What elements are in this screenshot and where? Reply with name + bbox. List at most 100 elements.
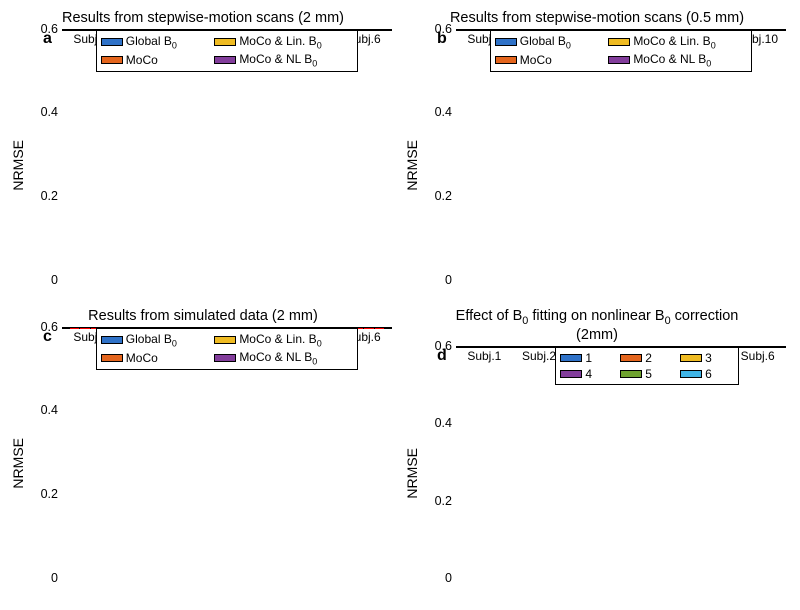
y-tick-label: 0.4	[41, 105, 58, 119]
legend-item: MoCo & NL B0	[214, 350, 353, 366]
panel-c: Results from simulated data (2 mm) NRMSE 0…	[8, 308, 398, 600]
legend-label: 4	[585, 367, 592, 381]
legend-item: 2	[620, 351, 674, 365]
plot-wrapper: 00.20.40.6Subj.5Subj.6Subj.7Subj.8Subj.9…	[456, 29, 786, 280]
x-tick-label: Subj.1	[467, 349, 501, 363]
legend-item: 6	[680, 367, 734, 381]
y-axis-label: NRMSE	[8, 438, 28, 489]
legend-swatch	[101, 56, 123, 64]
legend-swatch	[680, 370, 702, 378]
y-tick-label: 0.2	[41, 487, 58, 501]
panel-letter: d	[437, 347, 447, 365]
legend-swatch	[214, 38, 236, 46]
legend-label: MoCo & NL B0	[239, 350, 317, 366]
chart-area: NRMSE00.20.40.6Subj.1Subj.2Subj.3Subj.4S…	[402, 346, 792, 600]
legend-item: Global B0	[101, 34, 209, 50]
legend-item: MoCo	[101, 52, 209, 68]
legend-swatch	[560, 370, 582, 378]
plot-box: Subj.5Subj.6Subj.7Subj.8Subj.9Subj.10Glo…	[456, 29, 786, 31]
x-tick-label: Subj.6	[741, 349, 775, 363]
legend-item: MoCo & NL B0	[608, 52, 747, 68]
plot-box: Subj.1Subj.2Subj.3Subj.4Subj.5Subj.6Glob…	[62, 327, 392, 329]
chart-area: NRMSE 00.20.40.6Subj.5Subj.6Subj.7Subj.8S…	[402, 29, 792, 302]
legend-swatch	[101, 354, 123, 362]
panel-a: Results from stepwise-motion scans (2 mm…	[8, 10, 398, 302]
y-tick-label: 0.4	[435, 416, 452, 430]
legend-item: 5	[620, 367, 674, 381]
legend-item: MoCo & Lin. B0	[214, 332, 353, 348]
legend-item: MoCo & NL B0	[214, 52, 353, 68]
panel-title: Results from stepwise-motion scans (2 mm…	[8, 10, 398, 27]
legend-item: Global B0	[495, 34, 603, 50]
y-axis-label: NRMSE	[402, 448, 422, 499]
legend-swatch	[214, 336, 236, 344]
legend-item: MoCo	[101, 350, 209, 366]
legend-item: 4	[560, 367, 614, 381]
legend-item: 3	[680, 351, 734, 365]
plot-box: Subj.1Subj.2Subj.3Subj.4Subj.5Subj.61234…	[456, 346, 786, 348]
chart-area: NRMSE 00.20.40.6Subj.1Subj.2Subj.3Subj.4S…	[8, 327, 398, 600]
legend-label: Global B0	[126, 332, 177, 348]
legend-swatch	[560, 354, 582, 362]
panel-b: Results from stepwise-motion scans (0.5 …	[402, 10, 792, 302]
legend-label: 6	[705, 367, 712, 381]
panel-letter: b	[437, 30, 447, 48]
legend-label: MoCo & Lin. B0	[239, 34, 321, 50]
plot-wrapper: 00.20.40.6Subj.1Subj.2Subj.3Subj.4Subj.5…	[456, 346, 786, 578]
legend-label: MoCo & Lin. B0	[239, 332, 321, 348]
y-tick-label: 0	[445, 273, 452, 287]
legend-label: MoCo	[126, 53, 158, 67]
legend-label: MoCo & NL B0	[239, 52, 317, 68]
y-tick-label: 0	[51, 273, 58, 287]
legend-label: 2	[645, 351, 652, 365]
legend: Global B0 MoCo & Lin. B0 MoCo MoCo & NL B0	[96, 328, 358, 371]
legend-item: MoCo & Lin. B0	[608, 34, 747, 50]
legend-swatch	[495, 38, 517, 46]
legend: Global B0 MoCo & Lin. B0 MoCo MoCo & NL B0	[490, 30, 752, 73]
legend-label: MoCo	[520, 53, 552, 67]
legend-label: MoCo	[126, 351, 158, 365]
y-tick-label: 0	[445, 571, 452, 585]
legend-swatch	[620, 370, 642, 378]
legend-swatch	[620, 354, 642, 362]
y-tick-label: 0.4	[435, 105, 452, 119]
y-axis-label: NRMSE	[402, 140, 422, 191]
plot-wrapper: 00.20.40.6Subj.1Subj.2Subj.3Subj.4Subj.5…	[62, 327, 392, 578]
legend-label: Global B0	[520, 34, 571, 50]
legend-item: MoCo & Lin. B0	[214, 34, 353, 50]
panel-letter: c	[43, 328, 52, 346]
legend-swatch	[214, 56, 236, 64]
figure-grid: Results from stepwise-motion scans (2 mm…	[0, 10, 800, 600]
plot-box: Subj.1Subj.2Subj.3Subj.4Subj.5Subj.6Glob…	[62, 29, 392, 31]
legend-swatch	[101, 336, 123, 344]
legend-label: MoCo & NL B0	[633, 52, 711, 68]
panel-letter: a	[43, 30, 52, 48]
legend-label: 1	[585, 351, 592, 365]
legend-swatch	[214, 354, 236, 362]
legend-swatch	[101, 38, 123, 46]
legend-item: 1	[560, 351, 614, 365]
legend-swatch	[495, 56, 517, 64]
y-tick-label: 0.2	[435, 494, 452, 508]
y-axis-label: NRMSE	[8, 140, 28, 191]
y-tick-label: 0.2	[41, 189, 58, 203]
legend-label: MoCo & Lin. B0	[633, 34, 715, 50]
panel-title: Results from stepwise-motion scans (0.5 …	[402, 10, 792, 27]
legend-item: MoCo	[495, 52, 603, 68]
legend-item: Global B0	[101, 332, 209, 348]
legend-swatch	[608, 38, 630, 46]
y-tick-label: 0.2	[435, 189, 452, 203]
legend-swatch	[608, 56, 630, 64]
legend-label: 3	[705, 351, 712, 365]
panel-title: Effect of B0 fitting on nonlinear B0 cor…	[402, 308, 792, 344]
panel-title: Results from simulated data (2 mm)	[8, 308, 398, 325]
y-tick-label: 0.4	[41, 403, 58, 417]
legend: 1 2 3 4 5 6	[555, 347, 739, 385]
legend-swatch	[680, 354, 702, 362]
x-tick-label: Subj.2	[522, 349, 556, 363]
legend-label: 5	[645, 367, 652, 381]
chart-area: NRMSE00.20.40.6Subj.1Subj.2Subj.3Subj.4S…	[8, 29, 398, 302]
legend-label: Global B0	[126, 34, 177, 50]
panel-d: Effect of B0 fitting on nonlinear B0 cor…	[402, 308, 792, 600]
legend: Global B0 MoCo & Lin. B0 MoCo MoCo & NL B0	[96, 30, 358, 73]
